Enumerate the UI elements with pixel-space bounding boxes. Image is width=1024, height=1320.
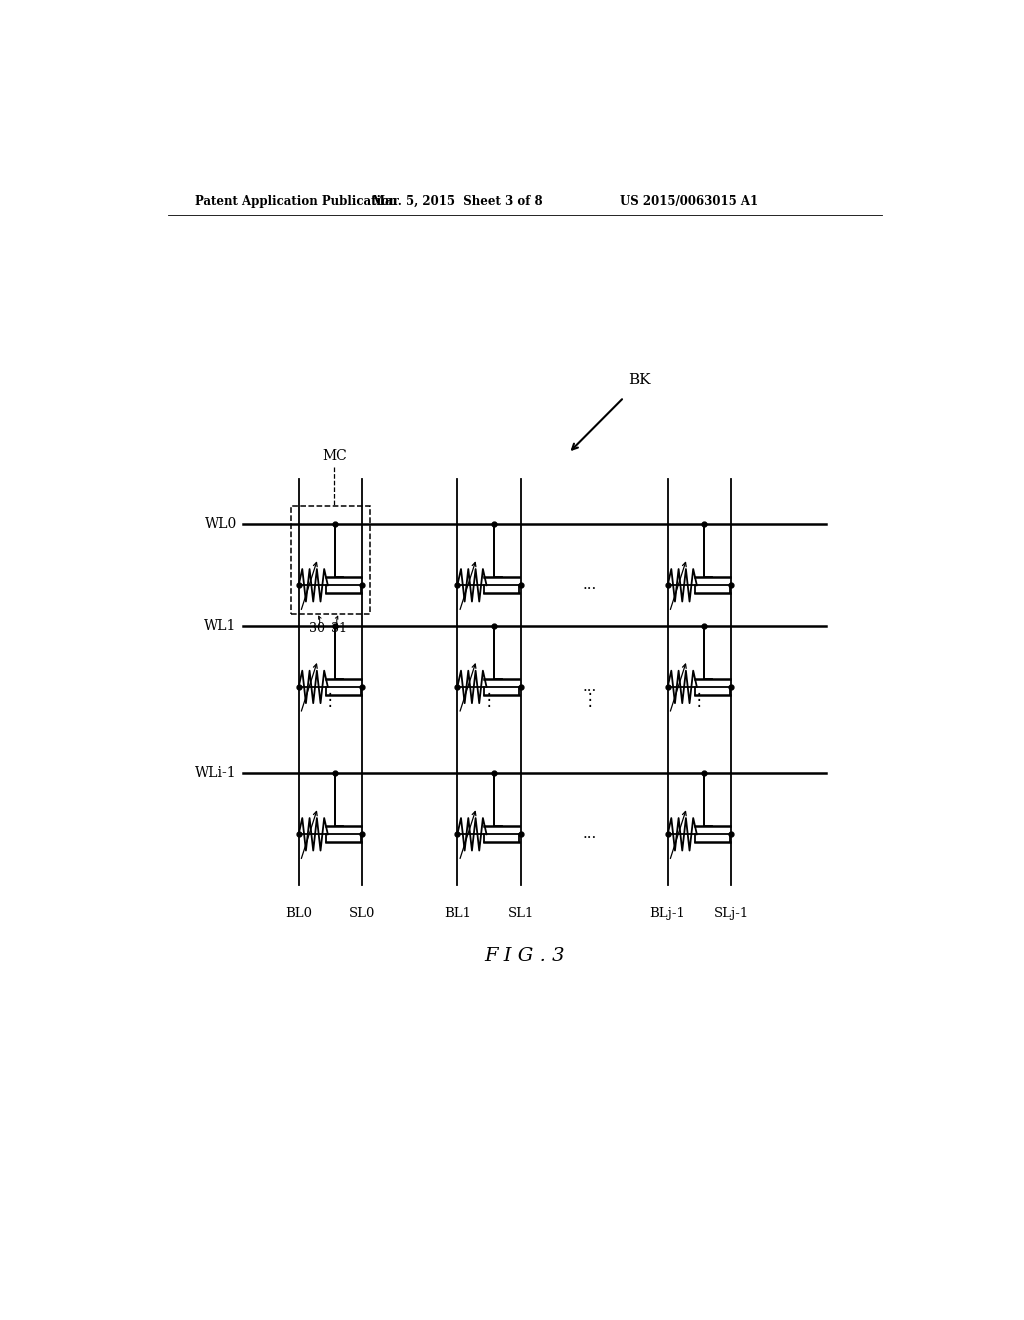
Text: ...: ...: [583, 828, 597, 841]
Text: ...: ...: [583, 680, 597, 694]
Text: 30: 30: [309, 622, 325, 635]
Text: BL0: BL0: [285, 907, 312, 920]
Text: BL1: BL1: [443, 907, 471, 920]
Text: ⋮: ⋮: [691, 690, 708, 709]
Text: WLi-1: WLi-1: [196, 767, 237, 780]
Text: 31: 31: [332, 622, 347, 635]
Text: SL0: SL0: [349, 907, 376, 920]
Text: F I G . 3: F I G . 3: [484, 948, 565, 965]
Text: Mar. 5, 2015  Sheet 3 of 8: Mar. 5, 2015 Sheet 3 of 8: [372, 194, 543, 207]
Bar: [291, 506, 370, 614]
Text: MC: MC: [322, 449, 347, 463]
Text: BK: BK: [629, 374, 651, 387]
Text: ⋮: ⋮: [582, 690, 598, 709]
Text: WL0: WL0: [205, 517, 237, 532]
Text: SLj-1: SLj-1: [714, 907, 749, 920]
Text: WL1: WL1: [205, 619, 237, 634]
Text: SL1: SL1: [508, 907, 535, 920]
Text: ⋮: ⋮: [481, 690, 498, 709]
Text: BLj-1: BLj-1: [649, 907, 686, 920]
Text: US 2015/0063015 A1: US 2015/0063015 A1: [620, 194, 758, 207]
Text: Patent Application Publication: Patent Application Publication: [196, 194, 398, 207]
Text: ...: ...: [583, 578, 597, 593]
Text: ⋮: ⋮: [323, 690, 339, 709]
